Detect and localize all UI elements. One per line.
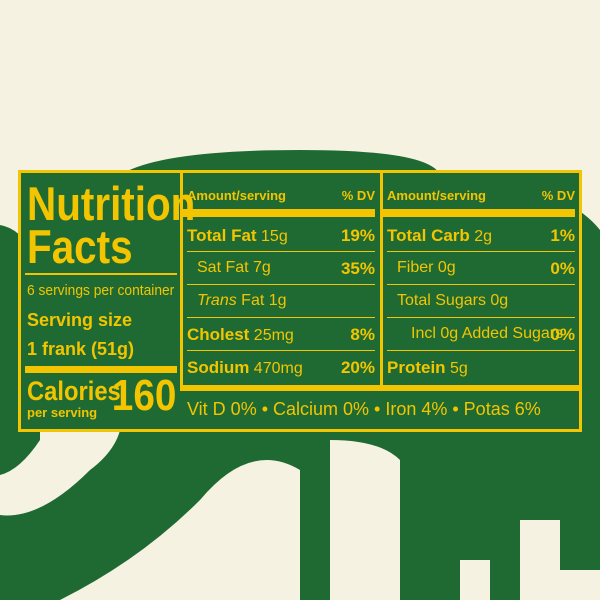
- serving-size-label: Serving size: [27, 310, 133, 330]
- title: Nutrition: [27, 177, 196, 230]
- divider: [383, 209, 575, 217]
- nutrient-row: Incl 0g Added Sugars 0%: [387, 318, 575, 351]
- footer: Vit D 0% • Calcium 0% • Iron 4% • Potas …: [187, 399, 541, 419]
- daily-value: 0%: [550, 325, 575, 344]
- nutrient-amount: 5g: [450, 360, 468, 377]
- nutrient-amount: 2g: [474, 228, 493, 245]
- nutrient-name: Total Fat: [187, 226, 257, 245]
- nutrient: Total Sugars 0g: [397, 292, 508, 310]
- nutrient: Total Fat 15g: [187, 226, 288, 246]
- nutrition-label: Nutrition Facts 6 servings per container…: [18, 170, 582, 432]
- divider: [187, 251, 375, 252]
- divider: [387, 251, 575, 252]
- serving-size: 1 frank (51g): [27, 339, 135, 359]
- nutrient-row: Sat Fat 7g 35%: [187, 252, 375, 285]
- nutrient-amount: 0g: [437, 259, 456, 276]
- divider: [387, 350, 575, 351]
- dv-header: % DV: [341, 188, 375, 203]
- divider: [25, 273, 177, 275]
- calories-label: Calories: [27, 376, 121, 406]
- daily-value: 20%: [340, 358, 375, 377]
- nutrient: Cholest 25mg: [187, 325, 294, 345]
- column-header: Amount/serving: [187, 188, 286, 203]
- nutrient-amount: 470mg: [253, 360, 303, 377]
- nutrient-name: Sat Fat: [197, 259, 249, 276]
- daily-value: 1%: [550, 226, 575, 245]
- divider: [183, 385, 579, 391]
- nutrient: Sat Fat 7g: [197, 259, 271, 277]
- daily-value: 35%: [340, 259, 375, 278]
- nutrient-name: Cholest: [187, 325, 250, 344]
- column-header: Amount/serving: [387, 188, 486, 203]
- daily-value: 8%: [350, 325, 375, 344]
- nutrient-name: Protein: [387, 358, 446, 377]
- nutrient-amount: 7g: [253, 259, 271, 276]
- nutrient-name: Sodium: [187, 358, 250, 377]
- divider: [180, 173, 183, 391]
- nutrient-row: Cholest 25mg 8%: [187, 318, 375, 351]
- nutrient-row: Fiber 0g 0%: [387, 252, 575, 285]
- calories-sub: per serving: [27, 405, 98, 420]
- nutrient-row: Protein 5g: [387, 351, 575, 384]
- nutrient: Total Carb 2g: [387, 226, 492, 246]
- nutrient: Incl 0g Added Sugars: [411, 325, 563, 343]
- daily-value: 0%: [550, 259, 575, 278]
- nutrient-name: Incl 0g Added Sugars: [411, 325, 564, 342]
- nutrient-row: Total Carb 2g 1%: [387, 219, 575, 252]
- nutrient-amount: 1g: [268, 292, 287, 309]
- nutrient: Protein 5g: [387, 358, 468, 378]
- nutrient: Fiber 0g: [397, 259, 456, 277]
- nutrient: Trans Fat 1g: [197, 292, 287, 310]
- divider: [387, 284, 575, 285]
- divider: [25, 366, 177, 373]
- divider: [380, 173, 383, 391]
- nutrient-row: Sodium 470mg 20%: [187, 351, 375, 384]
- nutrient-amount: 15g: [261, 228, 288, 245]
- nutrient-name: Total Sugars: [397, 292, 486, 309]
- nutrient-amount: 0g: [490, 292, 509, 309]
- divider: [387, 317, 575, 318]
- dv-header: % DV: [541, 188, 575, 203]
- divider: [187, 284, 375, 285]
- nutrient-prefix: Trans: [197, 292, 237, 309]
- calories-value: 160: [111, 371, 176, 420]
- nutrient-name: Total Carb: [387, 226, 470, 245]
- nutrient-name: Fat: [241, 292, 265, 309]
- divider: [187, 350, 375, 351]
- nutrient-name: Fiber: [397, 259, 434, 276]
- title: Facts: [27, 220, 133, 273]
- divider: [187, 317, 375, 318]
- nutrient: Sodium 470mg: [187, 358, 303, 378]
- nutrient-row: Total Fat 15g 19%: [187, 219, 375, 252]
- nutrient-amount: 25mg: [253, 327, 294, 344]
- servings: 6 servings per container: [27, 282, 175, 299]
- divider: [183, 209, 375, 217]
- daily-value: 19%: [340, 226, 375, 245]
- nutrient-row: Total Sugars 0g: [387, 285, 575, 318]
- nutrient-row: Trans Fat 1g: [187, 285, 375, 318]
